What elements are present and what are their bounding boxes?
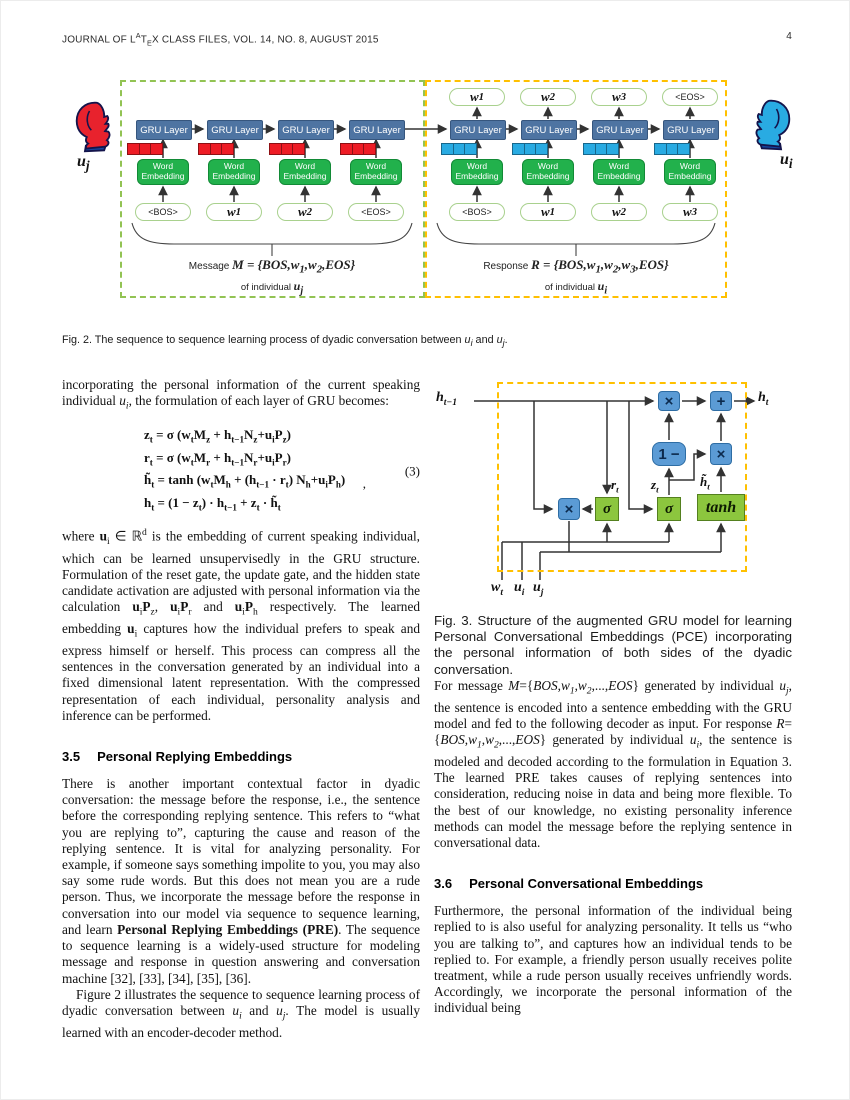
word-embedding-box: Word Embedding (664, 159, 716, 185)
decoder-panel (425, 80, 727, 298)
multiply-box: × (658, 391, 680, 411)
token-box: <EOS> (348, 203, 404, 221)
gru-layer-box: GRU Layer (136, 120, 192, 140)
message-brace-label: Message M = {BOS,w1,w2,EOS} (188, 257, 356, 276)
blue-person-icon (755, 99, 791, 151)
figure-3-gru-diagram: ht−1 ht × + 1 − × × σ σ tanh rt zt h̃t w… (434, 377, 792, 613)
journal-title: JOURNAL OF LATEX CLASS FILES, VOL. 14, N… (62, 31, 379, 48)
sigma-update-box: σ (657, 497, 681, 521)
gru-layer-box: GRU Layer (349, 120, 405, 140)
embedding-vector (127, 143, 164, 155)
word-embedding-box: Word Embedding (451, 159, 503, 185)
gru-layer-box: GRU Layer (592, 120, 648, 140)
token-box: <BOS> (135, 203, 191, 221)
section-3-6-heading: 3.6 Personal Conversational Embeddings (434, 876, 704, 892)
message-owner-label: of individual uj (240, 279, 304, 297)
gru-cell-boundary (497, 382, 747, 572)
word-embedding-box: Word Embedding (279, 159, 331, 185)
uj-person-label: uj (77, 153, 90, 174)
paragraph: where ui ∈ ℝd is the embedding of curren… (62, 527, 421, 723)
embedding-vector (340, 143, 377, 155)
equation-line: zt = σ (wtMz + ht−1Nz+uiPz) (144, 427, 291, 445)
word-embedding-box: Word Embedding (593, 159, 645, 185)
red-person-icon (75, 101, 111, 153)
body-columns: incorporating the personal information o… (62, 377, 792, 1041)
left-column: incorporating the personal information o… (62, 377, 420, 1041)
u-j-input-label: uj (533, 580, 544, 598)
embedding-vector (441, 143, 478, 155)
equation-line: ht = (1 − zt) · ht−1 + zt · h̃t (144, 494, 281, 513)
z-t-label: zt (651, 477, 659, 495)
equation-3: zt = σ (wtMz + ht−1Nz+uiPz) rt = σ (wtMr… (62, 426, 420, 516)
page-header: JOURNAL OF LATEX CLASS FILES, VOL. 14, N… (62, 31, 792, 47)
equation-line: h̃t = tanh (wtMh + (ht−1 · rt) Nh+uiPh) (144, 472, 346, 490)
paragraph: Figure 2 illustrates the sequence to seq… (62, 986, 420, 1040)
equation-number: (3) (404, 463, 420, 479)
page-number: 4 (786, 31, 792, 42)
embedding-vector (269, 143, 306, 155)
embedding-vector (654, 143, 691, 155)
paragraph: For message M={BOS,w1,w2,...,EOS} genera… (434, 677, 793, 850)
paragraph: There is another important contextual fa… (62, 776, 420, 986)
add-box: + (710, 391, 732, 411)
section-3-5-heading: 3.5 Personal Replying Embeddings (62, 749, 293, 765)
word-embedding-box: Word Embedding (208, 159, 260, 185)
gru-layer-box: GRU Layer (207, 120, 263, 140)
equation-line: rt = σ (wtMr + ht−1Nr+uiPr) (144, 449, 291, 468)
h-prev-label: ht−1 (436, 390, 457, 408)
gru-layer-box: GRU Layer (278, 120, 334, 140)
word-embedding-box: Word Embedding (350, 159, 402, 185)
equation-comma: , (362, 476, 366, 492)
multiply-box: × (558, 498, 580, 520)
paragraph: incorporating the personal information o… (62, 377, 420, 412)
w-t-input-label: wt (491, 580, 503, 598)
h-tilde-label: h̃t (700, 474, 710, 492)
fig3-caption: Fig. 3. Structure of the augmented GRU m… (434, 613, 792, 677)
u-i-input-label: ui (514, 580, 525, 598)
word-embedding-box: Word Embedding (137, 159, 189, 185)
embedding-vector (512, 143, 549, 155)
tanh-box: tanh (697, 494, 745, 521)
gru-layer-box: GRU Layer (663, 120, 719, 140)
right-column: ht−1 ht × + 1 − × × σ σ tanh rt zt h̃t w… (434, 377, 792, 1041)
embedding-vector (583, 143, 620, 155)
token-box: <BOS> (449, 203, 505, 221)
ui-person-label: ui (780, 151, 793, 172)
multiply-box: × (710, 443, 732, 465)
response-owner-label: of individual ui (544, 279, 608, 297)
encoder-panel (120, 80, 425, 298)
paragraph: Furthermore, the personal information of… (434, 903, 792, 1016)
word-embedding-box: Word Embedding (522, 159, 574, 185)
r-t-label: rt (611, 477, 619, 495)
figure-3-connectors (474, 396, 756, 580)
response-brace-label: Response R = {BOS,w1,w2,w3,EOS} (483, 257, 669, 276)
gru-layer-box: GRU Layer (521, 120, 577, 140)
sigma-reset-box: σ (595, 497, 619, 521)
output-token-box: <EOS> (662, 88, 718, 106)
figure-2-seq2seq-diagram: uj ui GRU Layer GRU Layer GRU Layer GRU … (60, 73, 840, 308)
embedding-vector (198, 143, 235, 155)
one-minus-box: 1 − (652, 442, 686, 466)
fig2-caption: Fig. 2. The sequence to sequence learnin… (62, 334, 508, 349)
gru-layer-box: GRU Layer (450, 120, 506, 140)
h-out-label: ht (758, 390, 769, 408)
